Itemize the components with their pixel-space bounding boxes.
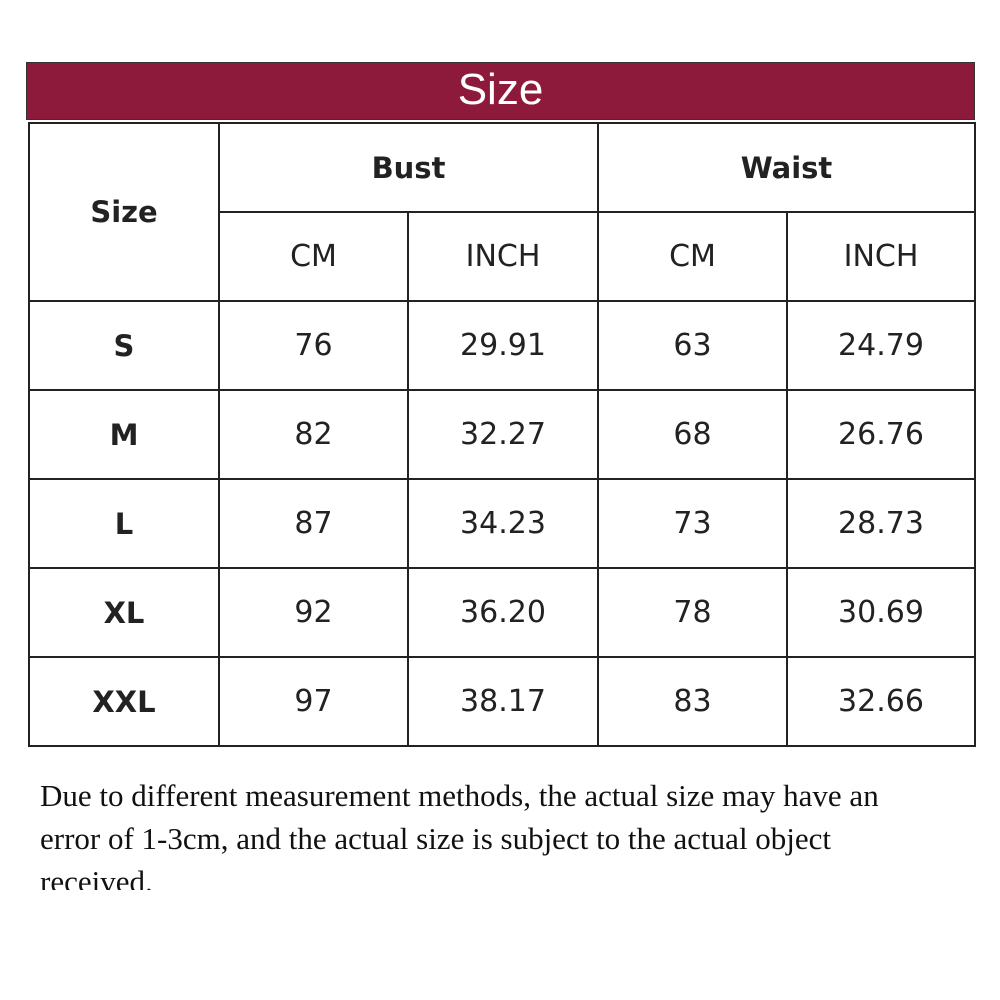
value-cell: 97	[218, 656, 409, 747]
header-cell: Size	[28, 122, 220, 302]
value-cell: 30.69	[786, 567, 976, 658]
table-body: Size Bust Waist CM INCH CM INCH S 76 29.91…	[28, 122, 976, 747]
value-cell: 76	[218, 300, 409, 391]
value-cell: 68	[597, 389, 788, 480]
value-cell: 73	[597, 478, 788, 569]
size-cell: M	[28, 389, 220, 480]
value-cell: 87	[218, 478, 409, 569]
unit-cell: INCH	[407, 211, 599, 302]
header-cell: Waist	[597, 122, 976, 213]
header-row: CM INCH CM INCH	[29, 211, 976, 302]
value-cell: 92	[218, 567, 409, 658]
value-cell: 83	[597, 656, 788, 747]
banner-title: Size	[26, 62, 975, 120]
value-cell: 82	[218, 389, 409, 480]
size-cell: L	[28, 478, 220, 569]
value-cell: 36.20	[407, 567, 599, 658]
size-cell: XXL	[28, 656, 220, 747]
header-row: Size Bust Waist	[28, 122, 976, 302]
value-cell: 34.23	[407, 478, 599, 569]
value-cell: 63	[597, 300, 788, 391]
value-cell: 38.17	[407, 656, 599, 747]
unit-cell: INCH	[786, 211, 976, 302]
data-row: XXL 97 38.17 83 32.66	[28, 656, 976, 747]
data-row: XL 92 36.20 78 30.69	[28, 567, 976, 658]
note: Due to different measurement methods, th…	[40, 778, 879, 890]
value-cell: 32.66	[786, 656, 976, 747]
value-cell: 28.73	[786, 478, 976, 569]
size-cell: S	[28, 300, 220, 391]
value-cell: 24.79	[786, 300, 976, 391]
unit-cell: CM	[218, 211, 409, 302]
data-row: M 82 32.27 68 26.76	[28, 389, 976, 480]
value-cell: 26.76	[786, 389, 976, 480]
header-cell: Bust	[218, 122, 599, 213]
data-row: L 87 34.23 73 28.73	[28, 478, 976, 569]
value-cell: 29.91	[407, 300, 599, 391]
size-table: Size Bust Waist CM INCH CM INCH S 76 29.91…	[28, 122, 976, 747]
value-cell: 32.27	[407, 389, 599, 480]
value-cell: 78	[597, 567, 788, 658]
data-row: S 76 29.91 63 24.79	[28, 300, 976, 391]
unit-cell: CM	[597, 211, 788, 302]
size-cell: XL	[28, 567, 220, 658]
